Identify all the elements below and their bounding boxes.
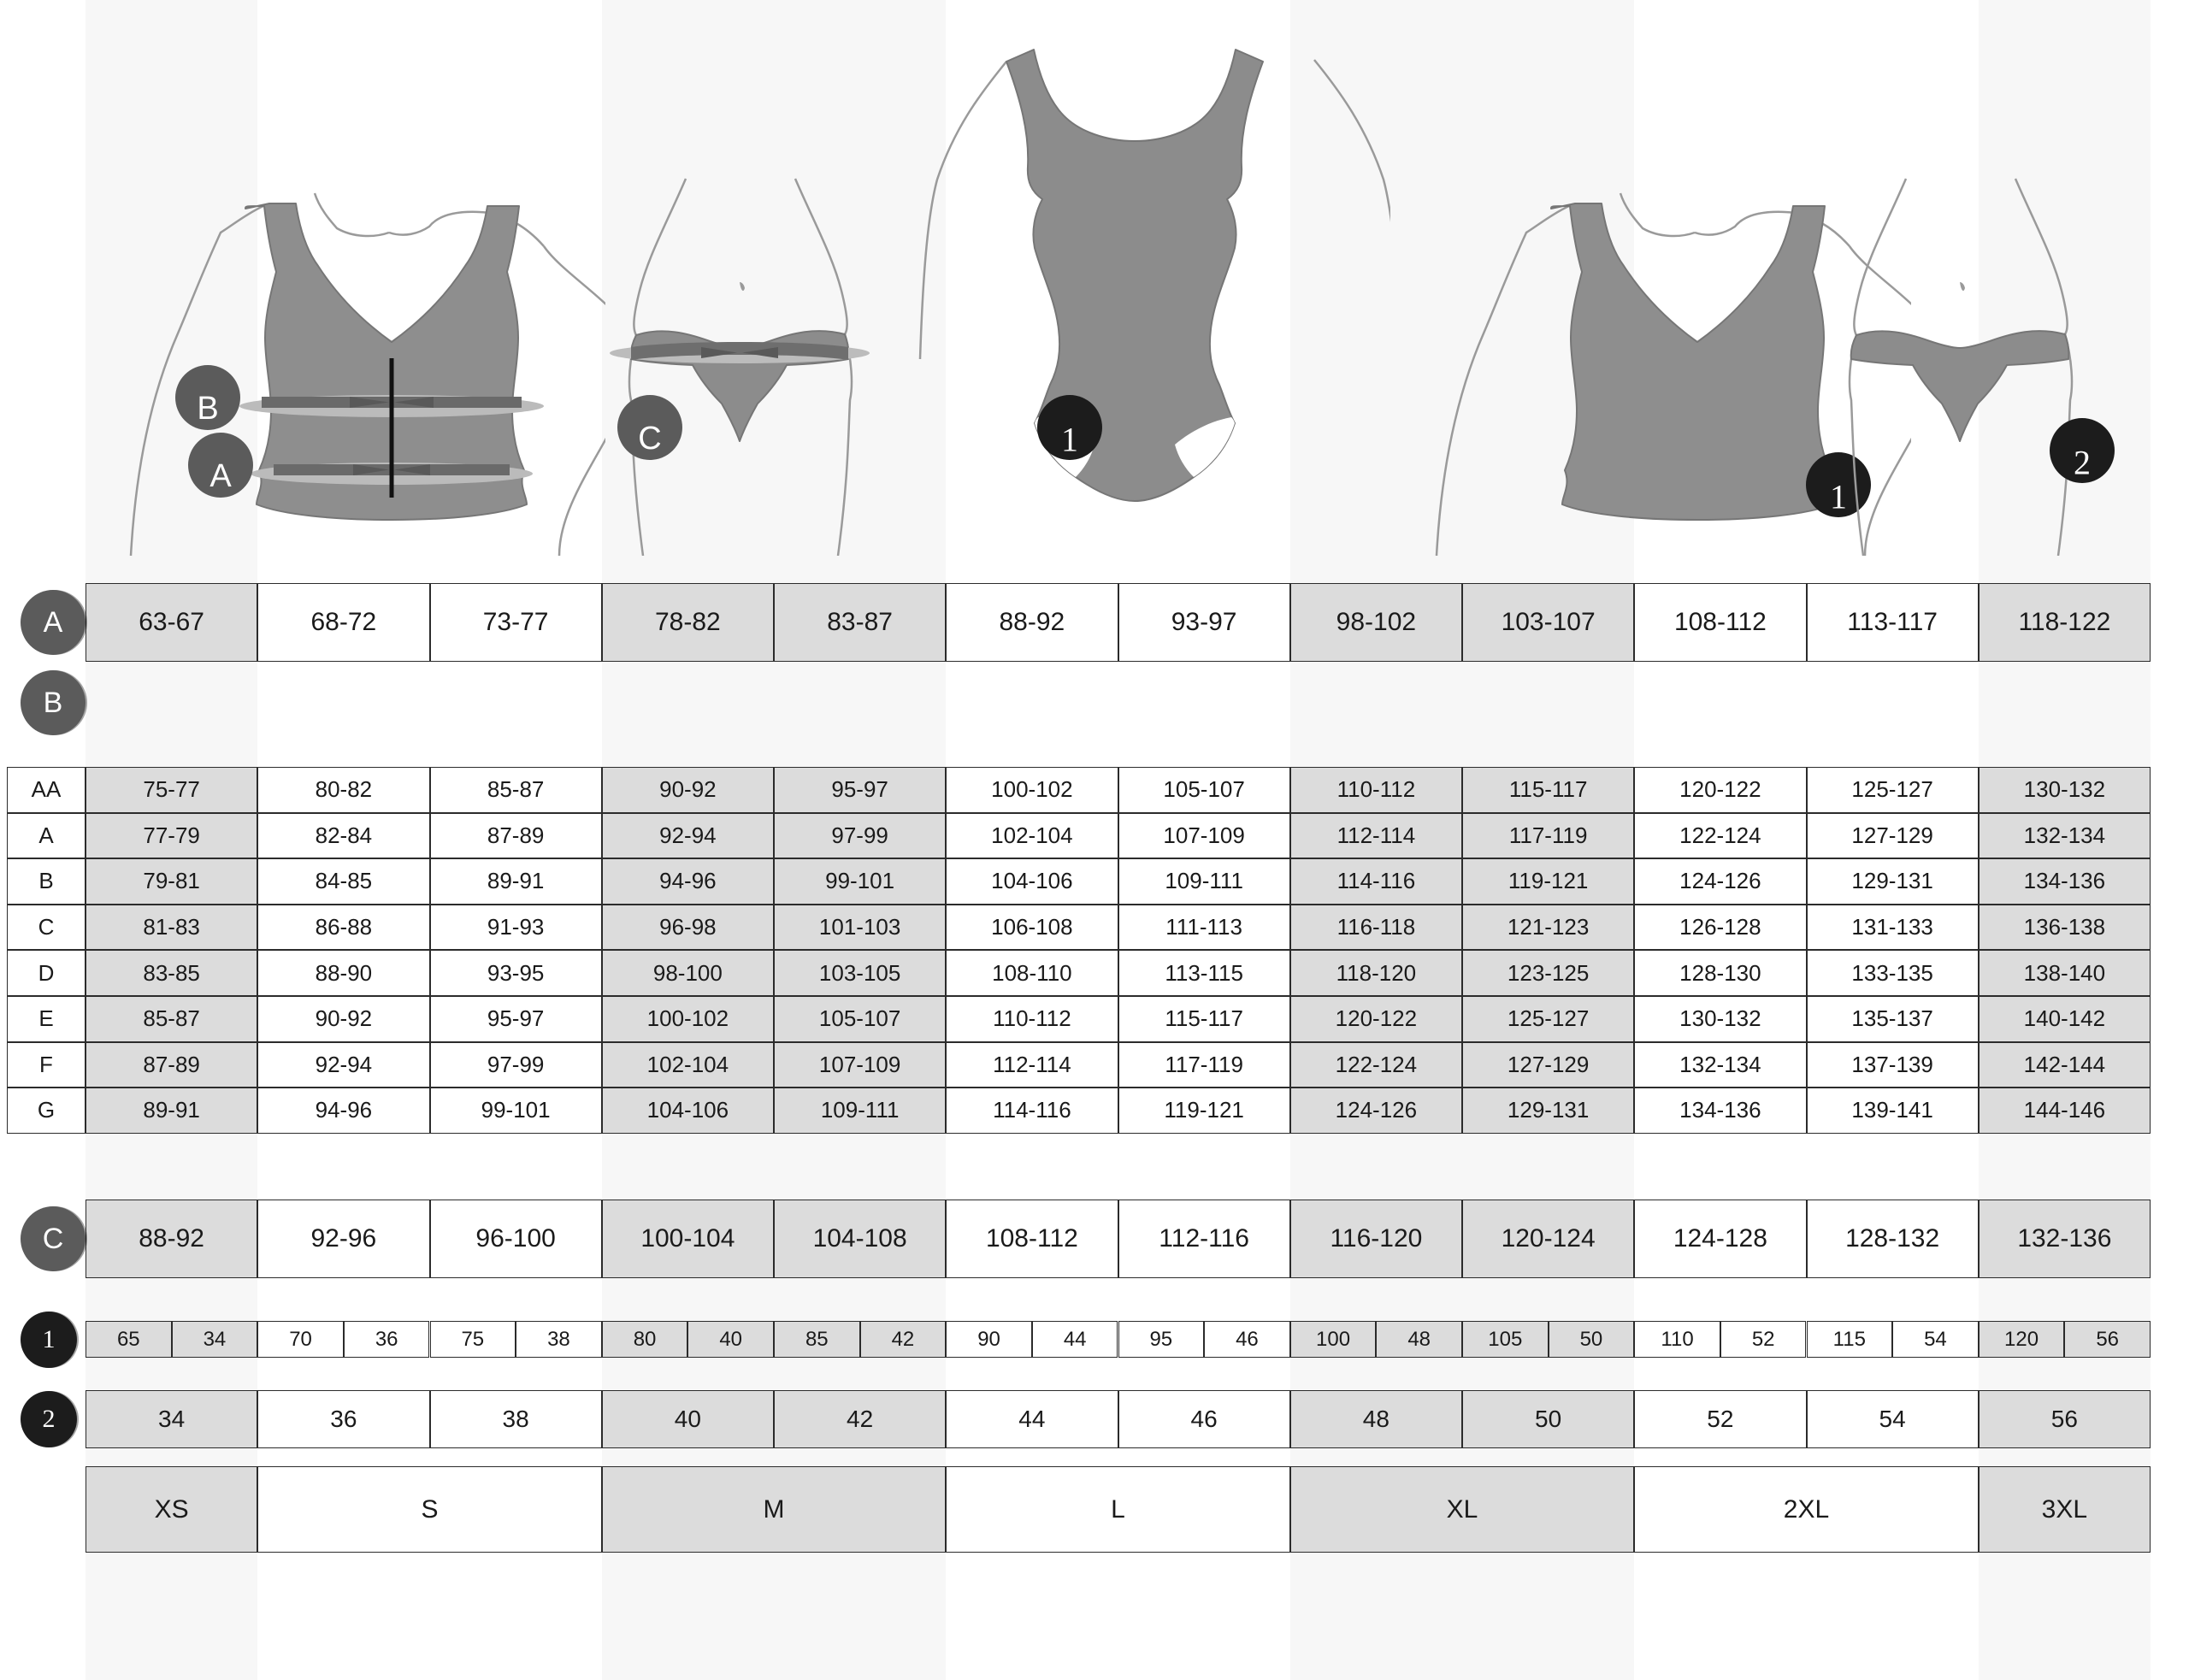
svg-text:B: B <box>197 391 218 427</box>
svg-text:1: 1 <box>1061 421 1078 459</box>
svg-text:C: C <box>638 421 661 457</box>
svg-text:A: A <box>209 458 232 494</box>
svg-text:2: 2 <box>2074 444 2091 482</box>
